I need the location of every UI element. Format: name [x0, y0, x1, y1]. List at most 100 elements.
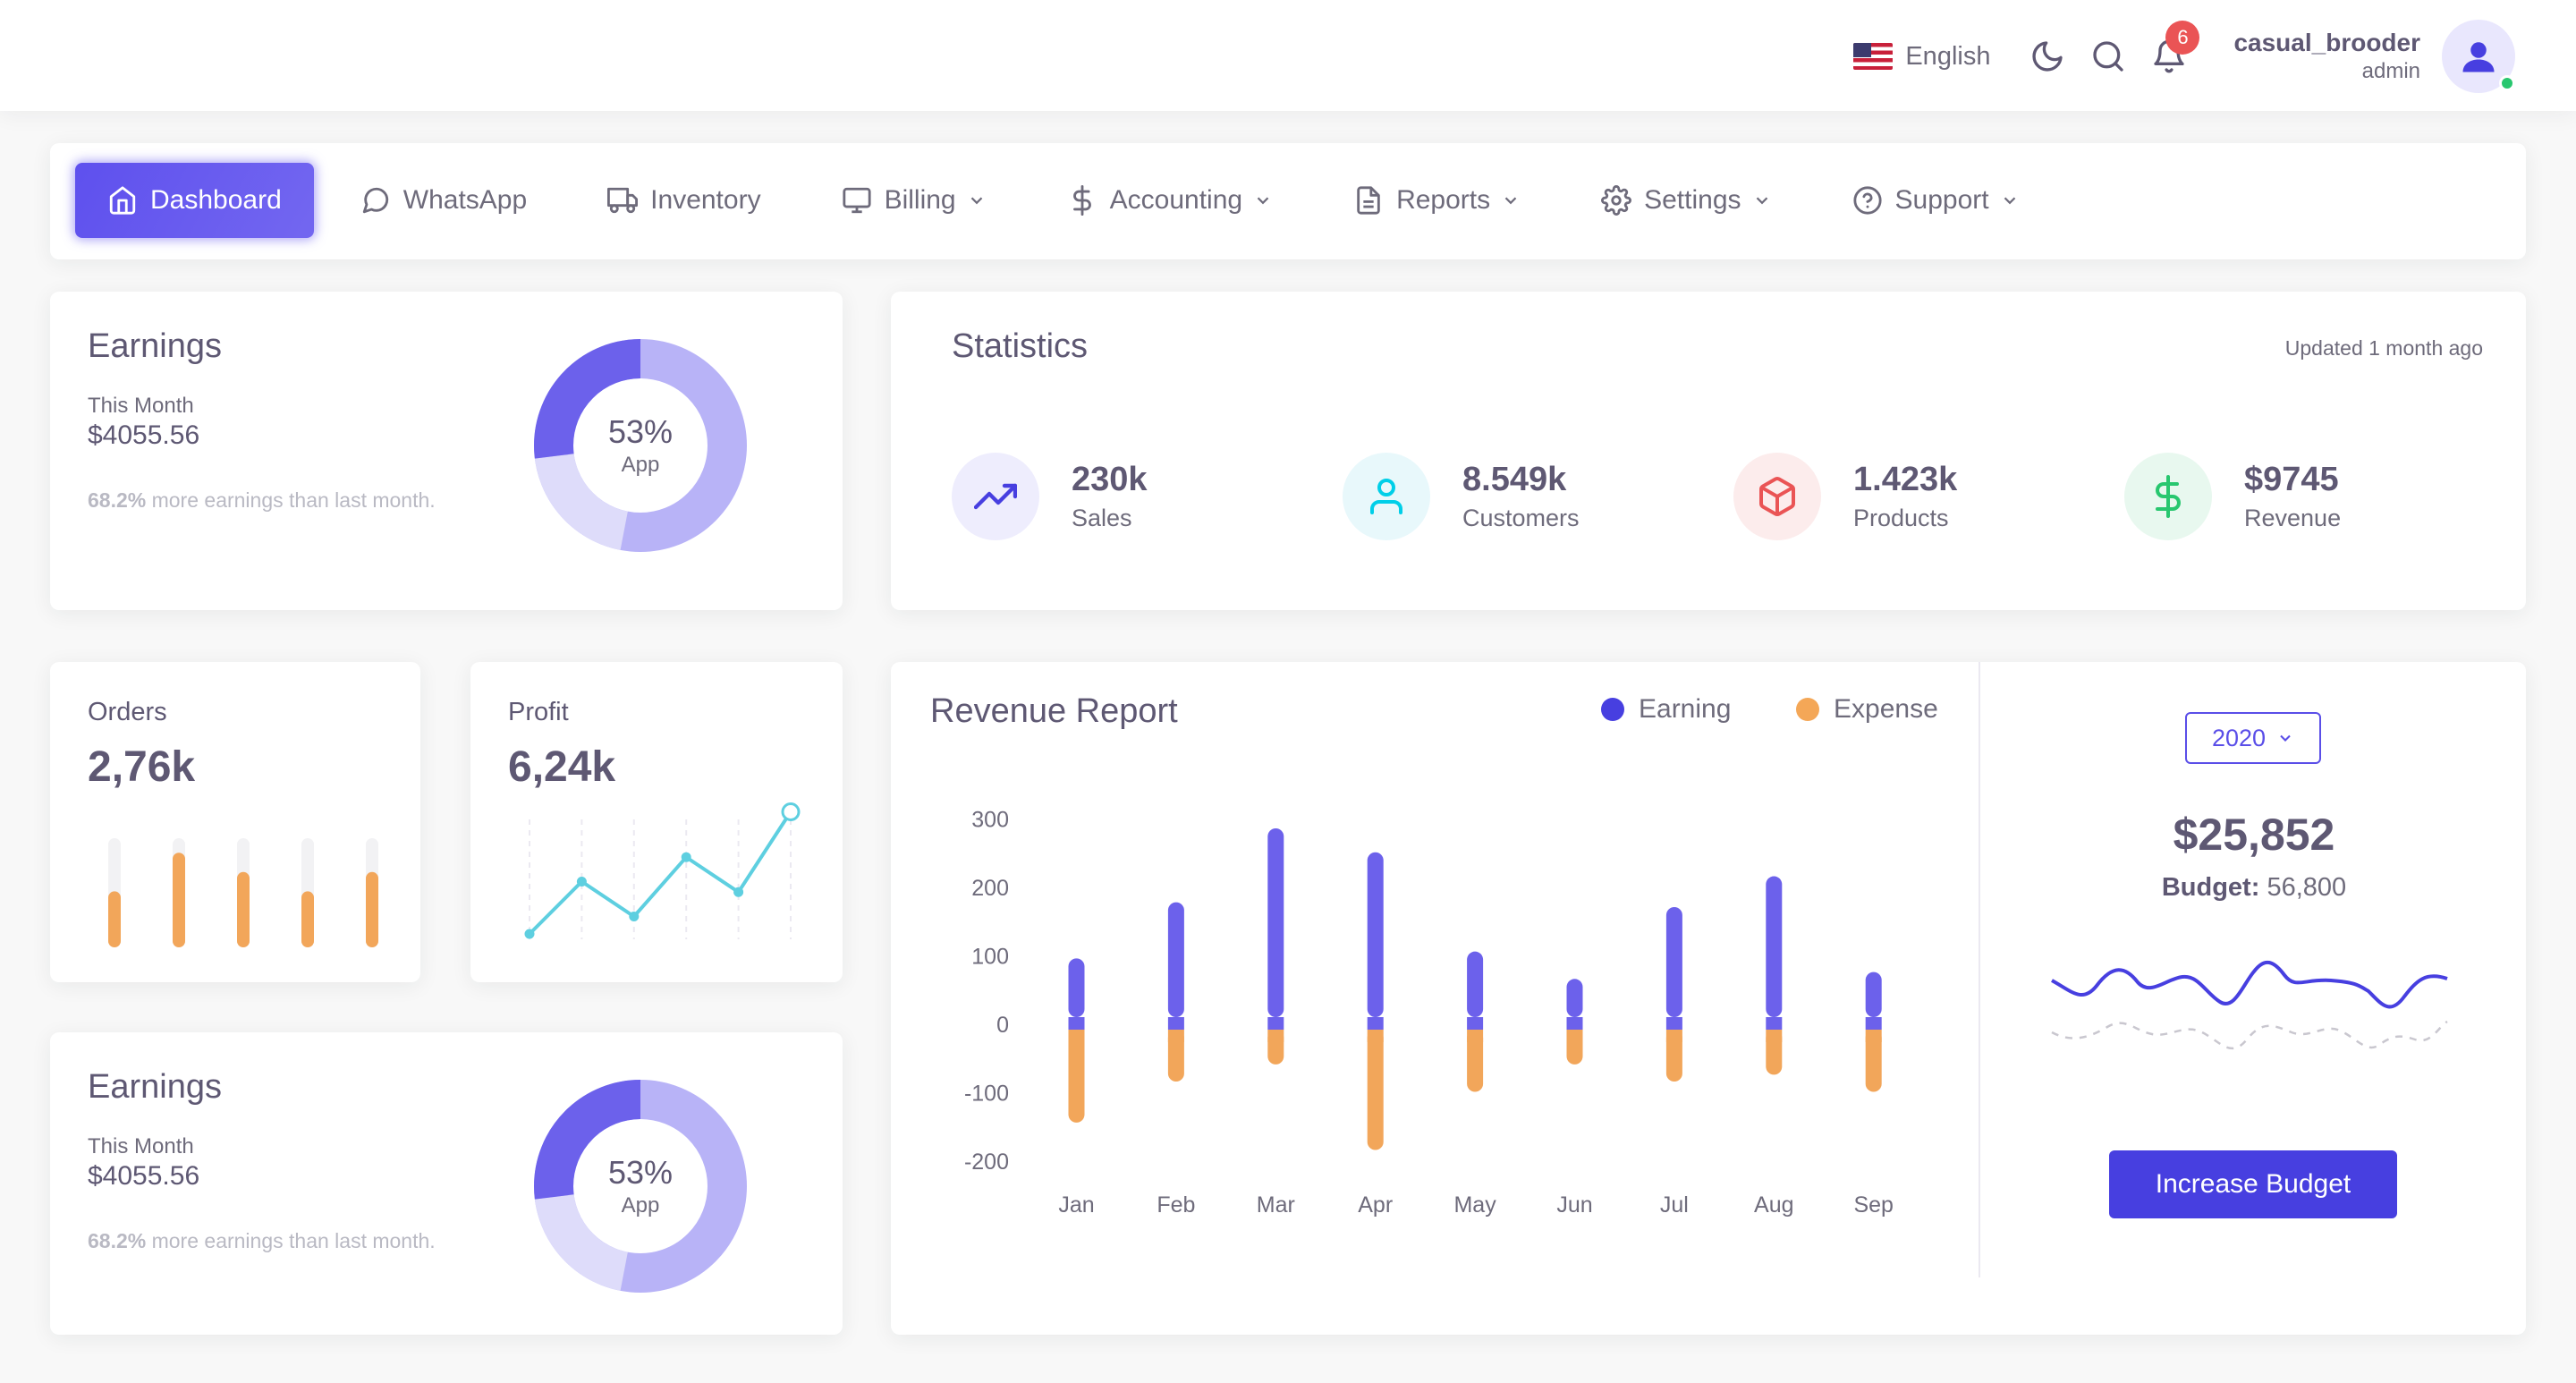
trending-up-icon [952, 453, 1039, 540]
nav-billing[interactable]: Billing [808, 163, 1021, 238]
budget-label: Budget: [2161, 873, 2260, 902]
statistics-title: Statistics [952, 327, 1089, 365]
earning-bar [1467, 951, 1484, 1017]
earning-bar [1267, 827, 1284, 1017]
orders-title: Orders [88, 698, 167, 726]
top-navbar: English 6 casual_brooder admin [0, 0, 2576, 111]
earning-bar-base [1467, 1017, 1484, 1030]
orders-value: 2,76k [88, 743, 196, 791]
user-icon [1343, 453, 1430, 540]
revenue-bar-chart: 300 200 100 0 -100 -200 Jan Feb Mar Apr May Jun Jul A… [964, 808, 1894, 1218]
online-status-dot [2499, 75, 2515, 91]
stat-sales-label: Sales [1072, 505, 1132, 531]
donut-percent: 53% [607, 1154, 674, 1191]
nav-inventory-label: Inventory [650, 185, 761, 215]
box-icon [1733, 453, 1821, 540]
profit-title: Profit [508, 698, 569, 726]
earning-bar-base [1665, 1017, 1682, 1030]
stat-revenue-value: $9745 [2244, 461, 2339, 498]
language-selector[interactable]: English [1853, 42, 1990, 72]
orders-card: Orders 2,76k [50, 662, 420, 982]
earnings-amount: $4055.56 [88, 420, 200, 450]
stat-products: 1.423k Products [1733, 453, 1957, 540]
year-select-value: 2020 [2211, 724, 2267, 751]
increase-budget-button[interactable]: Increase Budget [2109, 1150, 2397, 1218]
legend-expense-label: Expense [1834, 694, 1938, 724]
divider [1979, 662, 1980, 1277]
statistics-card: Statistics Updated 1 month ago [891, 292, 2526, 610]
nav-support-label: Support [1894, 185, 1989, 215]
y-tick-label: 300 [971, 808, 1009, 833]
stat-customers-label: Customers [1462, 505, 1580, 531]
x-tick-label: Feb [1157, 1192, 1195, 1218]
x-tick-label: Jul [1660, 1192, 1689, 1218]
stat-sales-value: 230k [1072, 461, 1148, 498]
expense-bar [1367, 1030, 1384, 1150]
dollar-icon [2124, 453, 2212, 540]
search-icon[interactable] [2089, 37, 2128, 76]
earnings-title: Earnings [88, 1068, 222, 1106]
year-select[interactable]: 2020 [2185, 712, 2321, 764]
donut-label: App [621, 1193, 660, 1218]
user-name: casual_brooder [2233, 29, 2420, 56]
earnings-note-pct: 68.2% [88, 1229, 147, 1252]
earnings-period: This Month [88, 1134, 194, 1158]
nav-reports[interactable]: Reports [1319, 163, 1555, 238]
legend-earning-dot [1601, 698, 1624, 721]
earnings-note-text: more earnings than last month. [146, 1229, 436, 1252]
expense-bar-base [1566, 1030, 1583, 1042]
budget-line-dashed [2051, 1020, 2448, 1050]
earning-bar-base [1766, 1017, 1783, 1030]
nav-support[interactable]: Support [1818, 163, 2054, 238]
main-menu: Dashboard WhatsApp Inventory Billing Acc… [50, 143, 2526, 259]
profit-value: 6,24k [508, 743, 616, 791]
donut-segment-3 [534, 339, 747, 552]
y-tick-label: 200 [971, 876, 1009, 901]
expense-bar-base [1865, 1030, 1882, 1042]
language-label: English [1905, 41, 1991, 71]
earnings-note: 68.2% more earnings than last month. [88, 1222, 436, 1260]
expense-bar-base [1367, 1030, 1384, 1042]
chevron-down-icon [2004, 197, 2015, 205]
bell-icon[interactable]: 6 [2149, 21, 2200, 76]
expense-bar-base [1766, 1030, 1783, 1042]
donut-label: App [621, 453, 660, 477]
stat-customers: 8.549k Customers [1343, 453, 1580, 540]
us-flag-icon [1853, 43, 1894, 70]
nav-reports-label: Reports [1396, 185, 1491, 215]
file-icon [1357, 186, 1380, 215]
nav-inventory[interactable]: Inventory [573, 163, 794, 238]
profit-point [781, 802, 801, 821]
nav-accounting[interactable]: Accounting [1033, 163, 1307, 238]
stat-revenue-label: Revenue [2244, 505, 2342, 531]
profit-line [528, 810, 792, 936]
x-tick-label: Sep [1853, 1192, 1893, 1218]
avatar[interactable] [2442, 20, 2515, 93]
user-info[interactable]: casual_brooder admin [2233, 29, 2420, 84]
moon-icon[interactable] [2028, 37, 2067, 76]
earning-bar [1665, 906, 1682, 1017]
stat-revenue: $9745 Revenue [2124, 453, 2341, 540]
nav-settings[interactable]: Settings [1567, 163, 1805, 238]
x-tick-label: Mar [1257, 1192, 1295, 1218]
earning-bar-base [1068, 1017, 1085, 1030]
stat-customers-value: 8.549k [1462, 461, 1567, 498]
y-tick-label: -100 [964, 1082, 1009, 1107]
statistics-updated: Updated 1 month ago [2284, 336, 2483, 360]
expense-bar-base [1665, 1030, 1682, 1042]
earnings-note-pct: 68.2% [88, 488, 147, 512]
nav-dashboard[interactable]: Dashboard [75, 163, 314, 238]
expense-bar-base [1167, 1030, 1184, 1042]
earning-bar [1167, 902, 1184, 1017]
nav-accounting-label: Accounting [1109, 185, 1243, 215]
earnings-donut-chart: 53% App [533, 338, 748, 553]
gear-icon [1601, 185, 1632, 216]
donut-segment-3 [534, 1080, 747, 1293]
legend-earning: Earning [1601, 694, 1731, 725]
nav-whatsapp[interactable]: WhatsApp [326, 163, 561, 238]
earnings-title: Earnings [88, 327, 222, 365]
legend-expense-dot [1796, 698, 1819, 721]
home-icon [109, 186, 136, 215]
stat-products-label: Products [1853, 505, 1949, 531]
stat-products-value: 1.423k [1853, 461, 1958, 498]
